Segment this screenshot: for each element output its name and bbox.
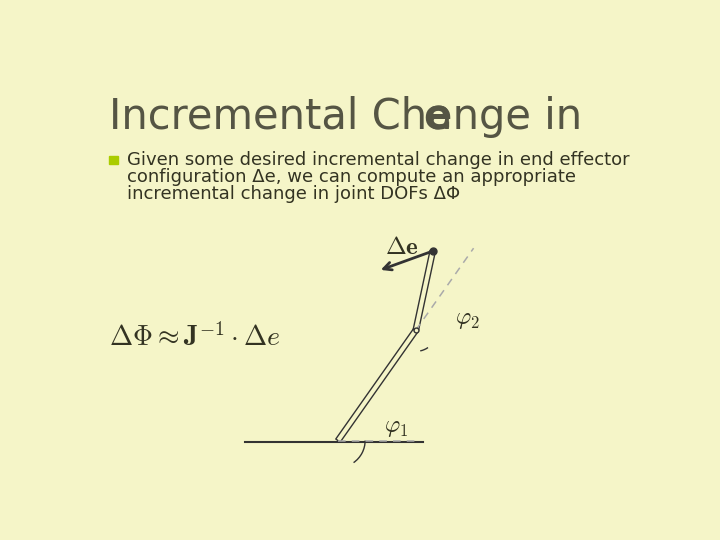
Text: e: e bbox=[423, 96, 451, 138]
Text: $\varphi_2$: $\varphi_2$ bbox=[454, 307, 480, 330]
Text: $\Delta\Phi \approx \mathbf{J}^{-1} \cdot \Delta e$: $\Delta\Phi \approx \mathbf{J}^{-1} \cdo… bbox=[109, 324, 281, 353]
Text: Given some desired incremental change in end effector: Given some desired incremental change in… bbox=[127, 151, 630, 169]
Bar bbox=[109, 156, 118, 164]
Text: configuration Δe, we can compute an appropriate: configuration Δe, we can compute an appr… bbox=[127, 168, 576, 186]
Text: incremental change in joint DOFs ΔΦ: incremental change in joint DOFs ΔΦ bbox=[127, 185, 460, 203]
Text: $\Delta\mathbf{e}$: $\Delta\mathbf{e}$ bbox=[384, 235, 418, 259]
Text: $\varphi_1$: $\varphi_1$ bbox=[384, 415, 409, 438]
Text: Incremental Change in: Incremental Change in bbox=[109, 96, 595, 138]
